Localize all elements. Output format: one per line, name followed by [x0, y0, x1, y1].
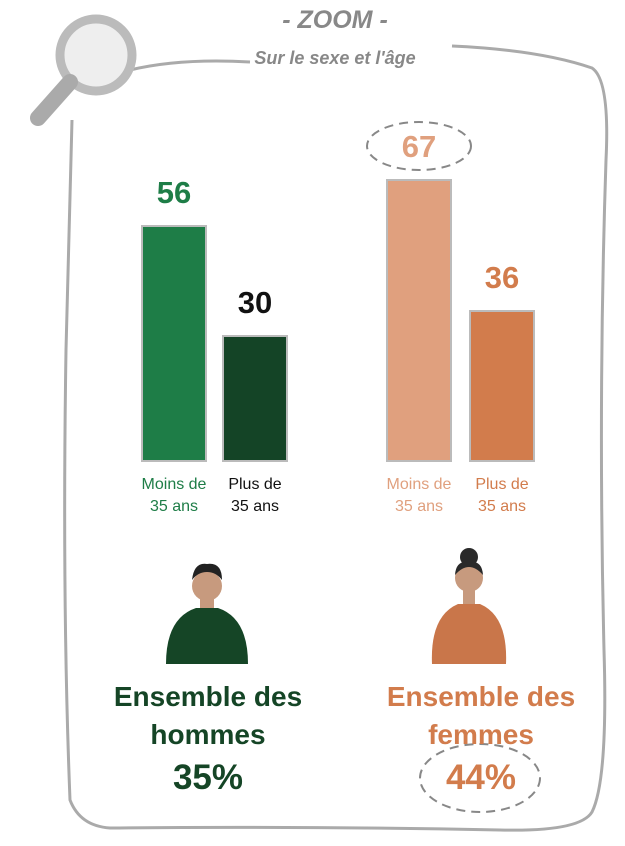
- bar: [386, 178, 452, 462]
- category-label: Plus de 35 ans: [228, 476, 282, 515]
- category-label: Moins de 35 ans: [386, 476, 452, 515]
- woman-icon: [431, 548, 507, 664]
- data-label: 67: [401, 128, 437, 164]
- data-label: 36: [484, 259, 520, 295]
- summary-value: 35%: [172, 758, 244, 797]
- data-label: 56: [156, 175, 192, 211]
- summary-label: Ensemble des femmes: [386, 681, 576, 750]
- magnifier-handle: [30, 74, 78, 126]
- bar: [222, 335, 288, 462]
- data-label: 30: [237, 285, 273, 321]
- category-label: Moins de 35 ans: [141, 476, 207, 515]
- bar: [469, 309, 535, 462]
- frame: [63, 44, 609, 832]
- highlight-circle: [419, 743, 541, 813]
- summary-label: Ensemble des hommes: [113, 681, 303, 750]
- man-icon: [166, 563, 248, 664]
- magnifier-lens: [55, 14, 137, 96]
- highlight-circle: [366, 121, 472, 171]
- category-label: Plus de 35 ans: [475, 476, 529, 515]
- summary-value: 44%: [445, 758, 517, 797]
- chart-title: - ZOOM -: [282, 6, 388, 34]
- bar: [141, 225, 207, 462]
- chart-subtitle: Sur le sexe et l'âge: [254, 48, 416, 68]
